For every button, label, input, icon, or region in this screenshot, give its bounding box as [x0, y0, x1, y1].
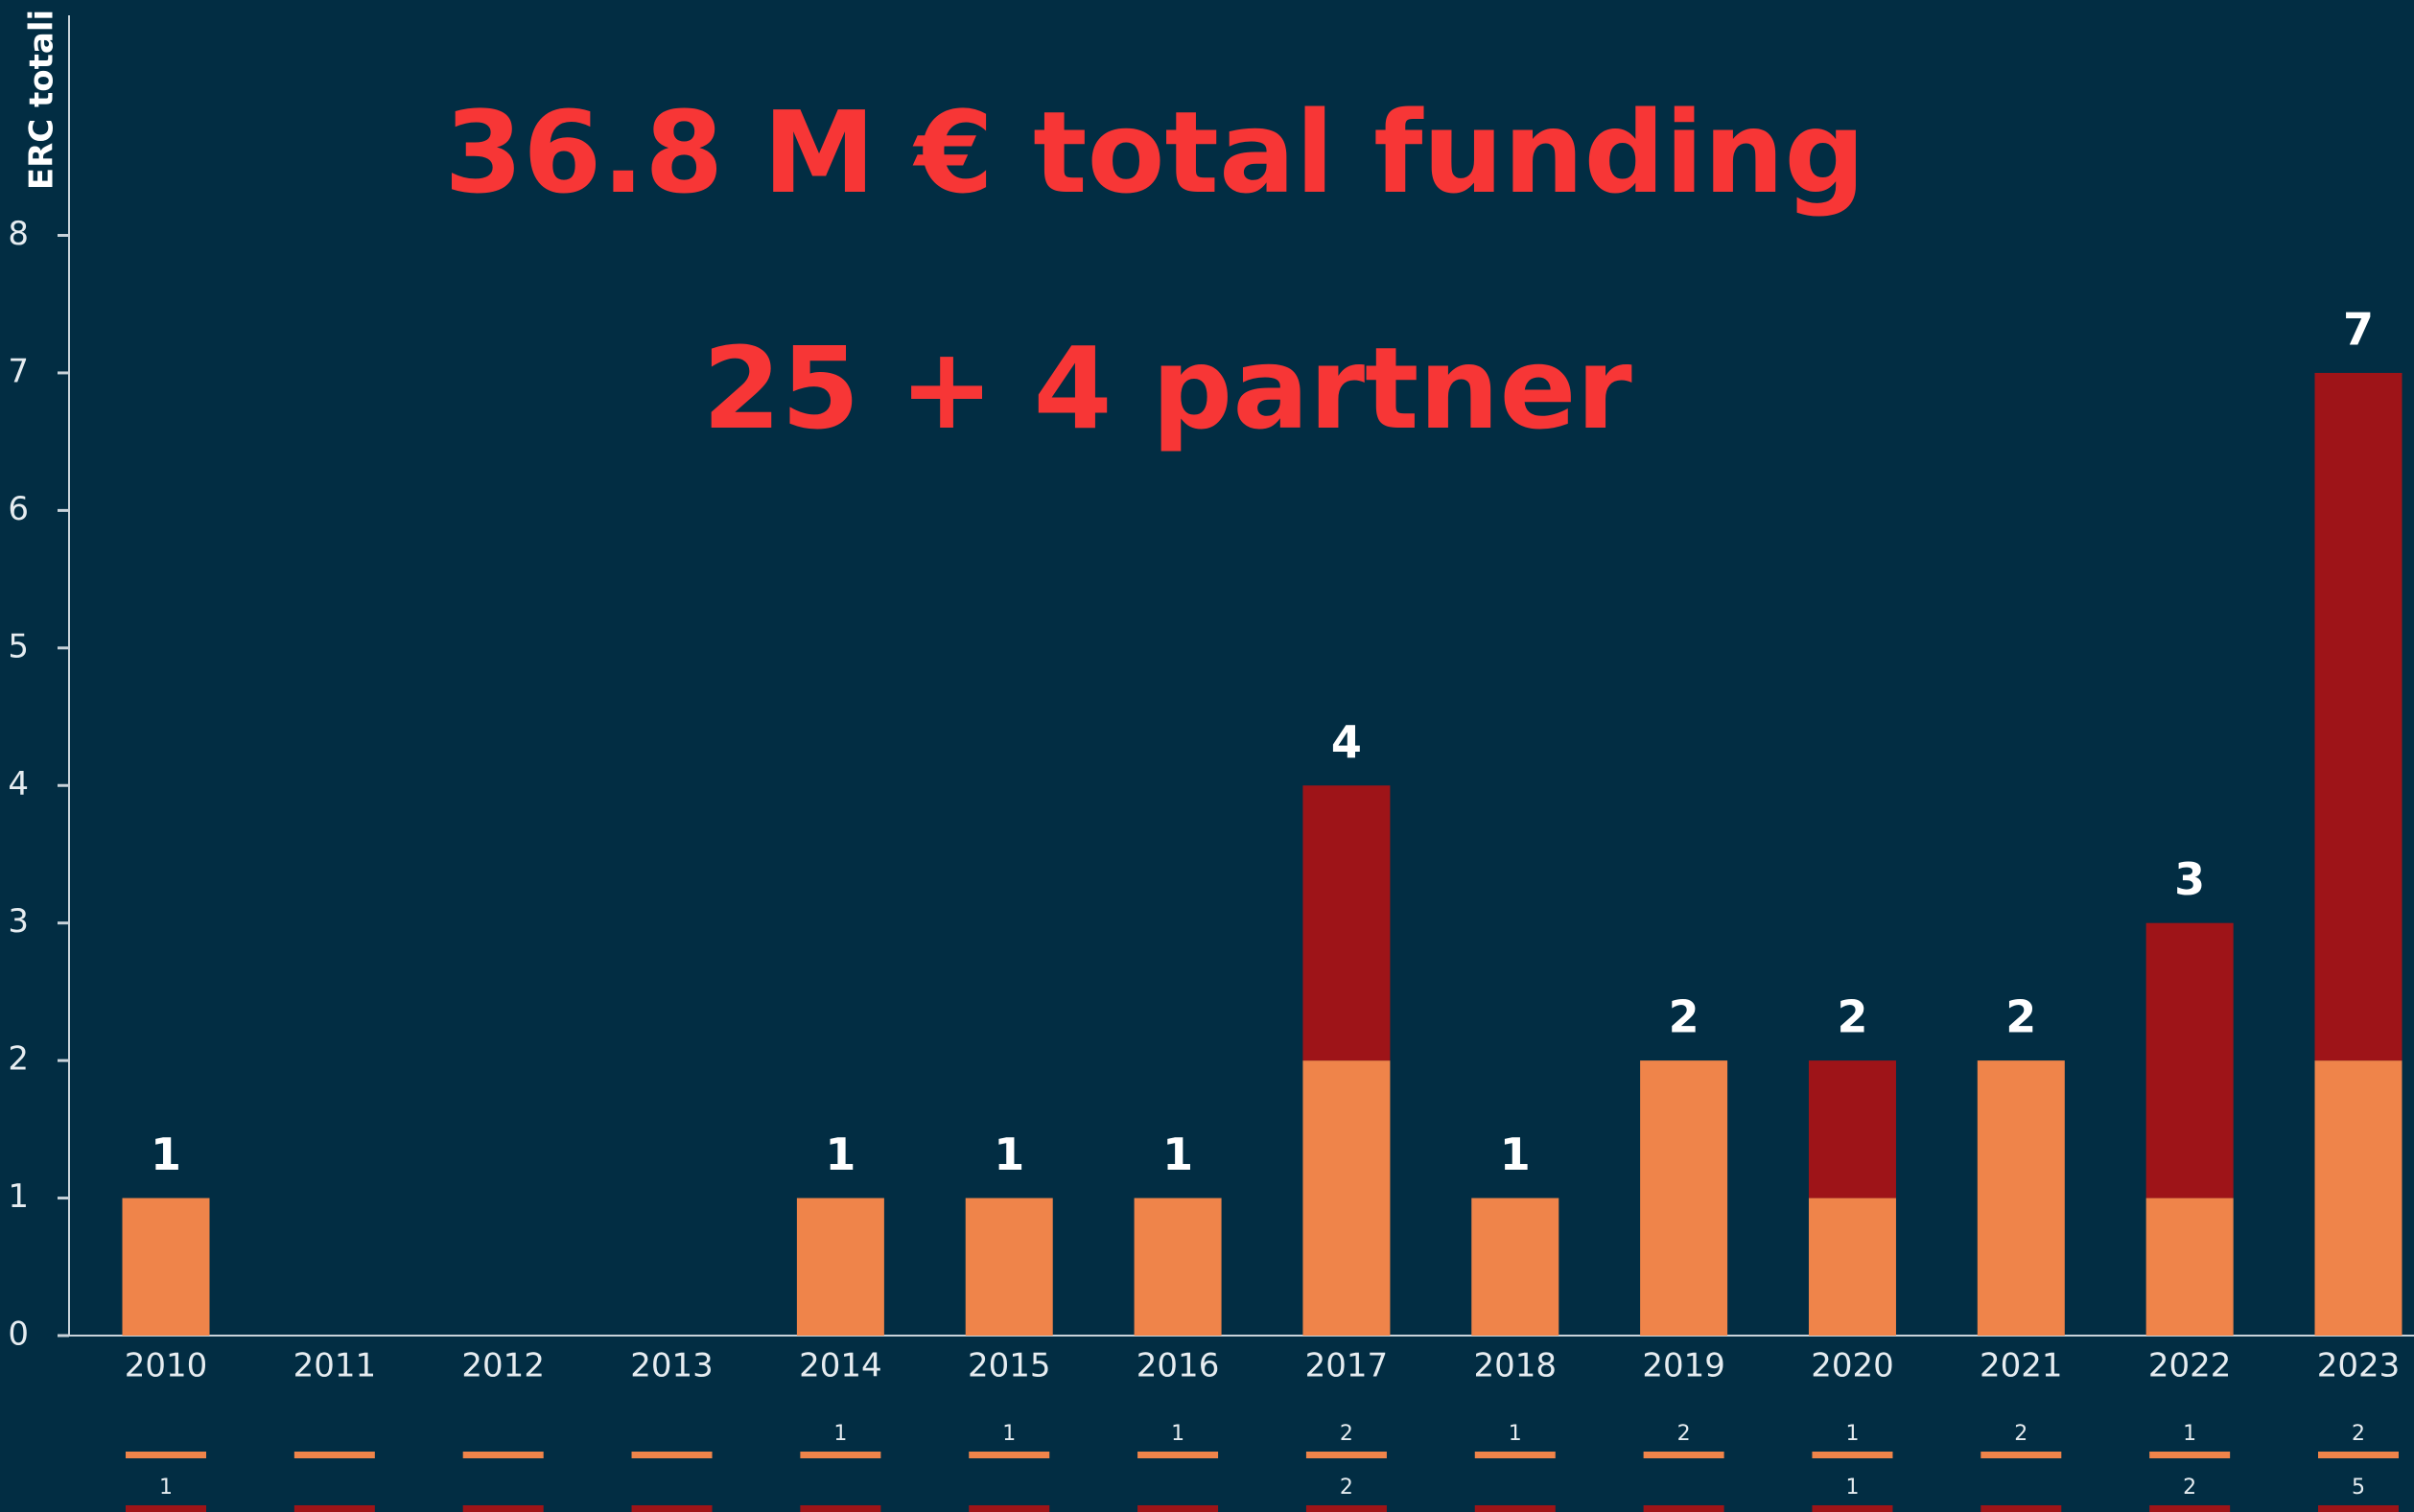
x-tick-label: 2010 [125, 1347, 208, 1385]
table-bar [1305, 1505, 1387, 1512]
table-value: 1 [1509, 1422, 1522, 1446]
x-tick-label: 2016 [1137, 1347, 1220, 1385]
total-label: 7 [2343, 303, 2374, 355]
bar-segment [2145, 1198, 2234, 1336]
table-bar [462, 1505, 544, 1512]
total-label: 3 [2174, 853, 2205, 905]
y-tick-label: 8 [8, 215, 29, 253]
x-tick-label: 2014 [799, 1347, 882, 1385]
table-value: 1 [1845, 1422, 1859, 1446]
table-value: 2 [2352, 1422, 2365, 1446]
table-value: 2 [1677, 1422, 1691, 1446]
total-label: 1 [825, 1128, 855, 1180]
bar-segment [1302, 785, 1391, 1061]
bar-segment [1808, 1198, 1896, 1336]
table-bar [293, 1452, 375, 1458]
table-bar [800, 1452, 881, 1458]
table-bar [2318, 1452, 2399, 1458]
table-value: 1 [159, 1476, 173, 1500]
table-bar [126, 1452, 206, 1458]
table-value: 2 [1340, 1476, 1353, 1500]
bar-segment [1977, 1060, 2065, 1336]
total-label: 2 [2005, 991, 2036, 1043]
annotation: 25 + 4 partner [702, 322, 1631, 454]
x-tick-label: 2011 [293, 1347, 377, 1385]
bar-segment [1640, 1060, 1728, 1336]
total-label: 4 [1331, 716, 1362, 768]
table-bar [1980, 1505, 2062, 1512]
table-value: 2 [2014, 1422, 2027, 1446]
bar-segment [965, 1198, 1053, 1336]
table-bar [1643, 1505, 1724, 1512]
table-bar [1137, 1505, 1219, 1512]
x-tick-label: 2017 [1305, 1347, 1389, 1385]
table-bar [1980, 1452, 2062, 1458]
bar-segment [1302, 1060, 1391, 1336]
table-value: 5 [2352, 1476, 2365, 1500]
x-tick-label: 2012 [461, 1347, 545, 1385]
x-tick-label: 2015 [968, 1347, 1051, 1385]
total-label: 1 [151, 1128, 181, 1180]
x-tick-label: 2023 [2317, 1347, 2401, 1385]
bar-segment [122, 1198, 210, 1336]
table-bar [293, 1505, 375, 1512]
table-bar [1474, 1505, 1556, 1512]
annotation: 36.8 M € total funding [444, 86, 1865, 219]
table-bar [969, 1505, 1050, 1512]
table-value: 2 [1340, 1422, 1353, 1446]
y-tick-label: 2 [8, 1040, 29, 1079]
y-tick-label: 4 [8, 765, 29, 803]
table-bar [2149, 1452, 2231, 1458]
table-bar [1137, 1452, 1219, 1458]
bar-segment [1808, 1060, 1896, 1198]
table-value: 1 [1002, 1422, 1016, 1446]
y-tick-label: 7 [8, 352, 29, 390]
table-bar [631, 1452, 713, 1458]
y-tick-label: 1 [8, 1177, 29, 1216]
table-bar [631, 1505, 713, 1512]
table-bar [1474, 1452, 1556, 1458]
table-bar [126, 1505, 206, 1512]
table-bar [969, 1452, 1050, 1458]
total-label: 1 [1500, 1128, 1531, 1180]
bar-segment [796, 1198, 884, 1336]
bar-segment [2145, 922, 2234, 1198]
table-bar [2318, 1505, 2399, 1512]
y-tick-label: 0 [8, 1315, 29, 1354]
y-tick-label: 5 [8, 627, 29, 665]
x-tick-label: 2022 [2148, 1347, 2232, 1385]
y-axis-label: ERC totali [23, 10, 61, 190]
y-tick-label: 6 [8, 490, 29, 528]
table-bar [1812, 1452, 1893, 1458]
x-tick-label: 2018 [1474, 1347, 1558, 1385]
table-bar [2149, 1505, 2231, 1512]
bar-segment [1471, 1198, 1559, 1336]
bar-segment [2314, 372, 2402, 1061]
table-value: 1 [833, 1422, 847, 1446]
table-bar [800, 1505, 881, 1512]
x-tick-label: 2021 [1980, 1347, 2063, 1385]
bar-segment [2314, 1060, 2402, 1336]
table-bar [462, 1452, 544, 1458]
total-label: 2 [1669, 991, 1699, 1043]
x-tick-label: 2019 [1642, 1347, 1725, 1385]
table-bar [1812, 1505, 1893, 1512]
table-value: 2 [2183, 1476, 2196, 1500]
table-value: 1 [2183, 1422, 2196, 1446]
x-tick-label: 2020 [1811, 1347, 1894, 1385]
table-value: 1 [1171, 1422, 1184, 1446]
total-label: 1 [994, 1128, 1024, 1180]
bar-segment [1134, 1198, 1222, 1336]
table-value: 1 [1845, 1476, 1859, 1500]
total-label: 1 [1162, 1128, 1193, 1180]
y-tick-label: 3 [8, 902, 29, 941]
table-bar [1643, 1452, 1724, 1458]
table-bar [1305, 1452, 1387, 1458]
total-label: 2 [1837, 991, 1867, 1043]
x-tick-label: 2013 [630, 1347, 714, 1385]
